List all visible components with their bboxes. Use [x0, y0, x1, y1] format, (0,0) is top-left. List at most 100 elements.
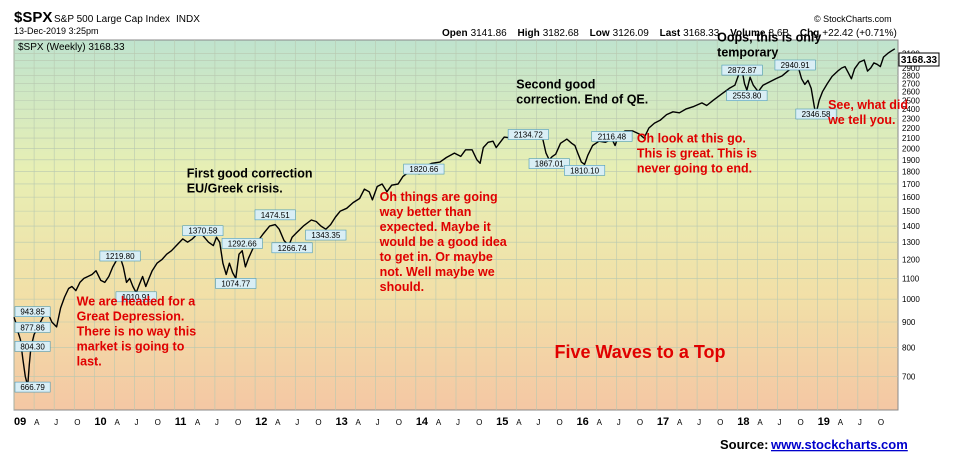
x-tick-label: A — [597, 418, 603, 427]
point-label-box — [403, 163, 445, 175]
x-tick-label: 19 — [818, 416, 830, 428]
annotation-line: we tell you. — [827, 113, 895, 127]
y-tick-label: 800 — [902, 344, 916, 353]
point-label: 2346.58 — [795, 108, 837, 120]
point-label-box — [271, 242, 313, 254]
point-label: 943.85 — [14, 306, 51, 317]
point-label-box — [305, 229, 347, 241]
point-label: 1867.01 — [528, 158, 570, 169]
y-tick-label: 2000 — [902, 145, 920, 154]
point-label: 877.86 — [14, 322, 51, 333]
y-tick-label: 1400 — [902, 222, 920, 231]
symbol: $SPX — [14, 9, 52, 26]
x-tick-label: 15 — [496, 416, 508, 428]
point-label-box — [14, 306, 51, 317]
quote-line: Open 3141.86 High 3182.68 Low 3126.09 Last 3… — [442, 28, 897, 39]
x-tick-label: 17 — [657, 416, 669, 428]
point-label-box — [115, 291, 157, 303]
annotation-line: expected. Maybe it — [380, 220, 492, 234]
point-label: 2134.72 — [507, 129, 549, 140]
x-tick-label: O — [878, 418, 884, 427]
point-label: 804.30 — [14, 341, 51, 352]
y-tick-label: 2200 — [902, 124, 920, 133]
point-labels: 943.85 877.86 804.30 666.79 1219.80 1010.91 13… — [14, 59, 837, 393]
source-link[interactable]: www.stockcharts.com — [770, 437, 908, 452]
annotation-line: Second good — [516, 77, 595, 91]
y-tick-label: 1500 — [902, 207, 920, 216]
x-tick-label: O — [315, 418, 321, 427]
point-label-box — [774, 59, 816, 71]
point-label-text: 2553.80 — [732, 92, 761, 101]
exchange: INDX — [176, 14, 200, 25]
last-price-text: 3168.33 — [901, 55, 938, 66]
y-tick-label: 1900 — [902, 156, 920, 165]
annotation-line: First good correction — [187, 167, 313, 181]
y-tick-label: 2300 — [902, 114, 920, 123]
x-tick-label: A — [275, 418, 281, 427]
point-label-text: 2116.48 — [598, 132, 627, 141]
x-tick-label: 10 — [94, 416, 106, 428]
x-tick-label: A — [677, 418, 683, 427]
x-tick-label: 13 — [335, 416, 347, 428]
last-price-tag: 3168.33 — [898, 52, 940, 67]
point-label-text: 1343.35 — [311, 231, 340, 240]
index-name: S&P 500 Large Cap Index — [54, 14, 170, 25]
point-label-text: 666.79 — [20, 383, 45, 392]
x-tick-label: J — [295, 418, 299, 427]
point-label-box — [99, 250, 141, 262]
y-tick-label: 2600 — [902, 88, 920, 97]
x-tick-label: 09 — [14, 416, 26, 428]
x-tick-label: O — [74, 418, 80, 427]
point-label-box — [726, 90, 768, 101]
point-label-text: 2940.91 — [781, 61, 810, 70]
point-label-box — [14, 381, 51, 393]
annotation-line: not. Well maybe we — [380, 265, 495, 279]
point-label-text: 804.30 — [20, 342, 45, 351]
y-tick-label: 2500 — [902, 96, 920, 105]
x-tick-label: A — [195, 418, 201, 427]
x-tick-label: O — [556, 418, 562, 427]
point-label-box — [14, 341, 51, 352]
annotation-line: would be a good idea — [379, 235, 508, 249]
x-tick-label: J — [697, 418, 701, 427]
x-tick-label: J — [617, 418, 621, 427]
x-tick-label: 11 — [175, 416, 187, 428]
point-label: 2116.48 — [591, 131, 633, 142]
point-label-text: 1010.91 — [122, 293, 151, 302]
x-tick-label: A — [34, 418, 40, 427]
x-tick-label: O — [798, 418, 804, 427]
point-label: 1219.80 — [99, 250, 141, 262]
point-label-text: 2872.87 — [728, 66, 757, 75]
point-label-text: 1820.66 — [409, 165, 438, 174]
x-tick-label: 14 — [416, 416, 429, 428]
point-label: 2940.91 — [774, 59, 816, 71]
point-label-box — [182, 225, 224, 237]
point-label-box — [221, 238, 263, 249]
point-label: 1810.10 — [564, 165, 606, 176]
point-label-text: 1370.58 — [188, 227, 217, 236]
x-tick-label: J — [135, 418, 139, 427]
point-label: 1074.77 — [215, 278, 257, 289]
y-tick-label: 1800 — [902, 168, 920, 177]
point-label-text: 1074.77 — [221, 279, 250, 288]
chart-title: Five Waves to a Top — [554, 342, 725, 362]
y-tick-label: 1200 — [902, 256, 920, 265]
x-tick-label: A — [516, 418, 522, 427]
x-tick-label: J — [536, 418, 540, 427]
point-label-box — [564, 165, 606, 176]
source-label: Source: — [720, 437, 768, 452]
annotation-line: This is great. This is — [637, 146, 757, 160]
y-tick-label: 2100 — [902, 134, 920, 143]
x-tick-label: A — [436, 418, 442, 427]
point-label-text: 1219.80 — [106, 252, 135, 261]
annotation-line: should. — [380, 280, 424, 294]
x-tick-label: J — [456, 418, 460, 427]
x-tick-label: O — [396, 418, 402, 427]
x-axis: 09 A J O 10 A J O 11 A J O 12 A J O 13 A J O 14 A J O 15 A J O 16 A J O… — [14, 416, 884, 428]
point-label-box — [215, 278, 257, 289]
point-label-text: 1867.01 — [535, 160, 564, 169]
